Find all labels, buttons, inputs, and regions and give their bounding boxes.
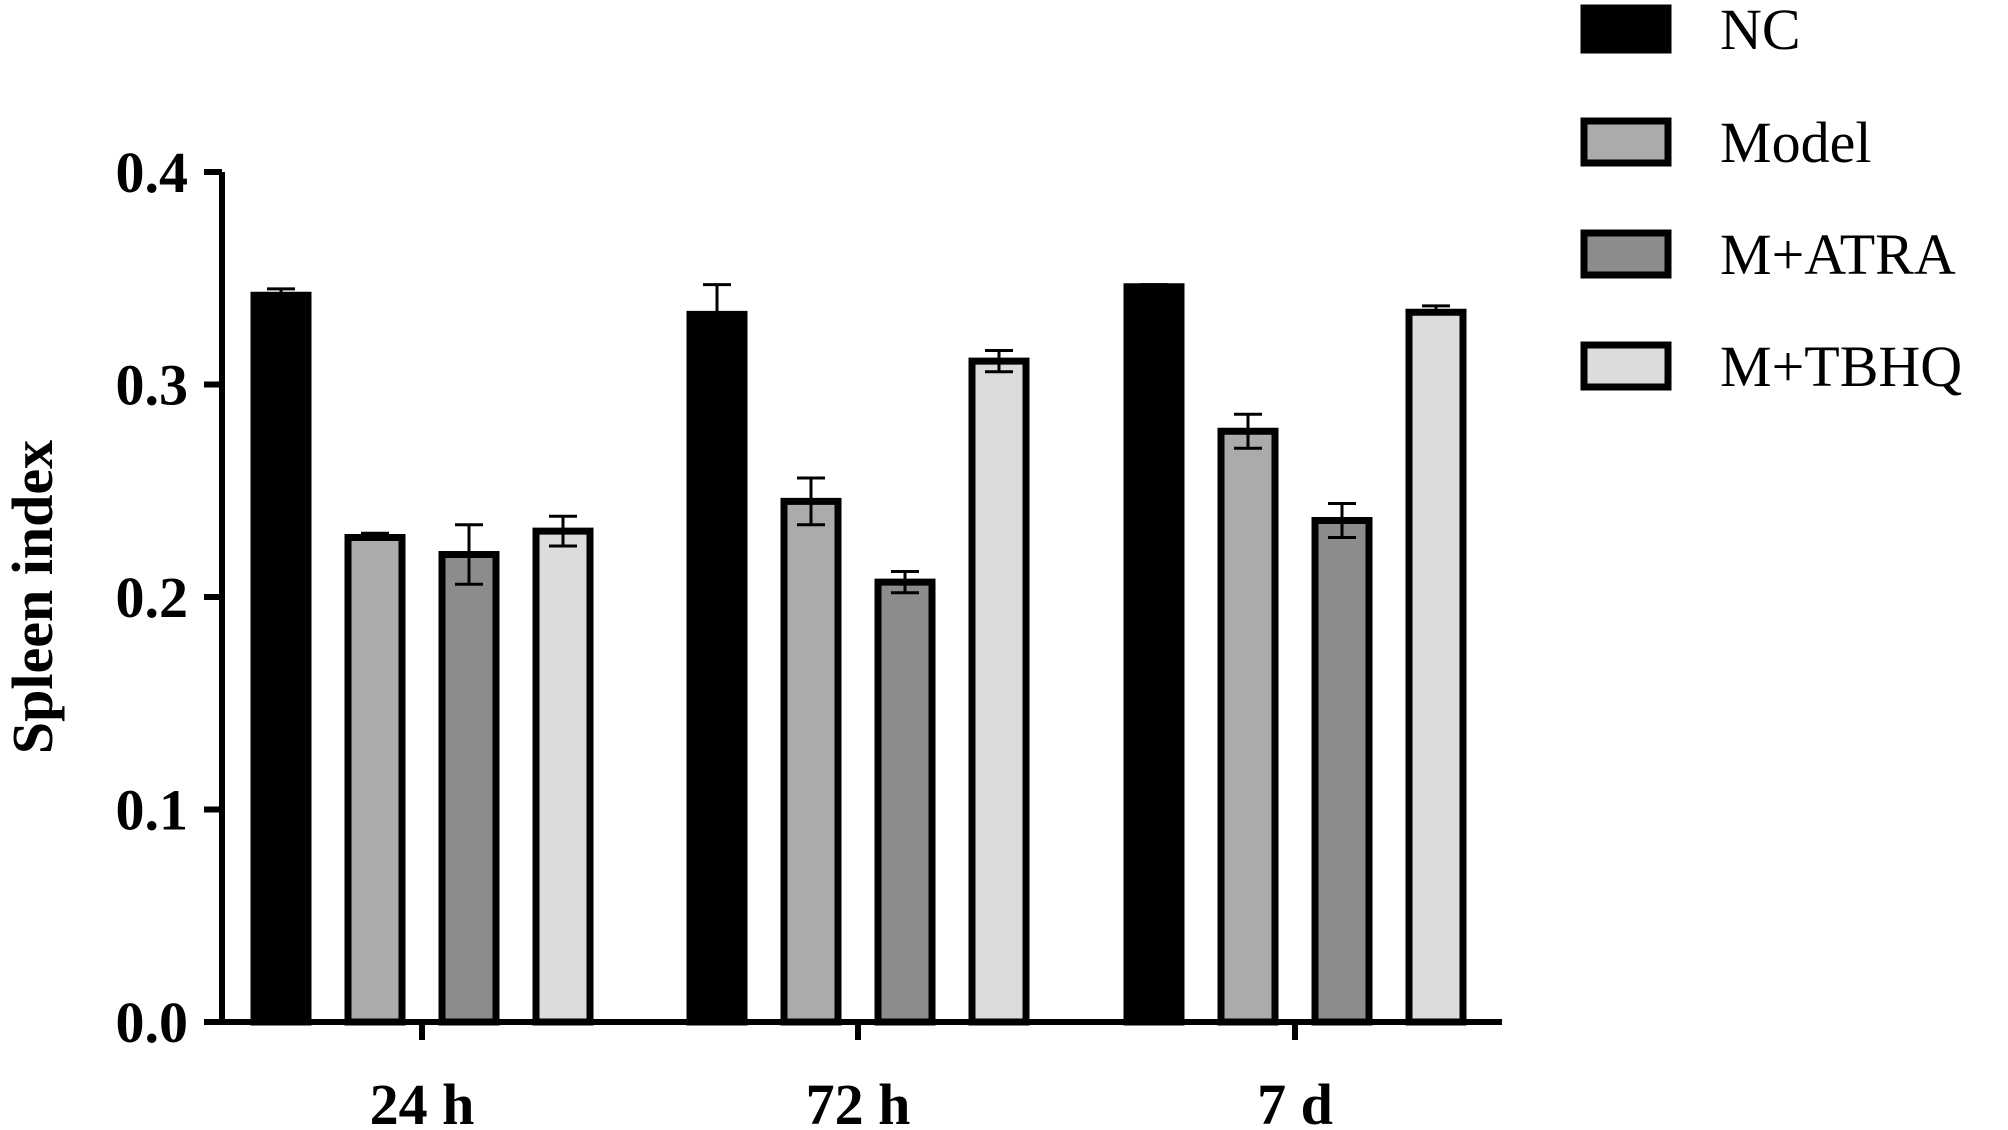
bar-nc-7-d [1123, 283, 1185, 1026]
bar-nc-24-h [250, 291, 312, 1026]
x-ticks: 24 h 72 h 7 d [370, 1022, 1333, 1130]
bar-m-tbhq-72-h [968, 357, 1030, 1026]
legend-label: Model [1720, 110, 1871, 175]
y-tick-label: 0.3 [116, 353, 189, 418]
bar-m-tbhq-7-d [1405, 308, 1467, 1026]
y-tick-label: 0.1 [116, 778, 189, 843]
bar-m-atra-24-h [438, 551, 500, 1026]
y-ticks: 0.0 0.1 0.2 0.3 0.4 [116, 140, 222, 1055]
legend-label: NC [1720, 0, 1801, 62]
x-tick-label: 24 h [370, 1072, 475, 1130]
bars-layer [250, 283, 1467, 1026]
bar-model-24-h [344, 534, 406, 1026]
y-tick-label: 0.2 [116, 565, 189, 630]
legend-label: M+ATRA [1720, 222, 1956, 287]
y-axis-title: Spleen index [0, 440, 65, 754]
bar-nc-72-h [686, 310, 748, 1026]
axes-layer [219, 172, 1502, 1025]
y-tick-label: 0.4 [116, 140, 189, 205]
bar-m-atra-7-d [1311, 517, 1373, 1026]
bar-model-7-d [1217, 427, 1279, 1026]
x-tick-label: 72 h [806, 1072, 911, 1130]
x-tick-label: 7 d [1257, 1072, 1333, 1130]
legend-label: M+TBHQ [1720, 334, 1962, 399]
legend-swatch-nc [1580, 4, 1672, 54]
legend: NC Model M+ATRA M+TBHQ [1580, 0, 1962, 399]
bar-m-atra-72-h [874, 578, 936, 1026]
legend-swatch-m-atra [1580, 229, 1672, 279]
bar-model-72-h [780, 497, 842, 1026]
legend-swatch-model [1580, 117, 1672, 167]
legend-swatch-m-tbhq [1580, 341, 1672, 391]
y-tick-label: 0.0 [116, 990, 189, 1055]
bar-m-tbhq-24-h [532, 527, 594, 1026]
